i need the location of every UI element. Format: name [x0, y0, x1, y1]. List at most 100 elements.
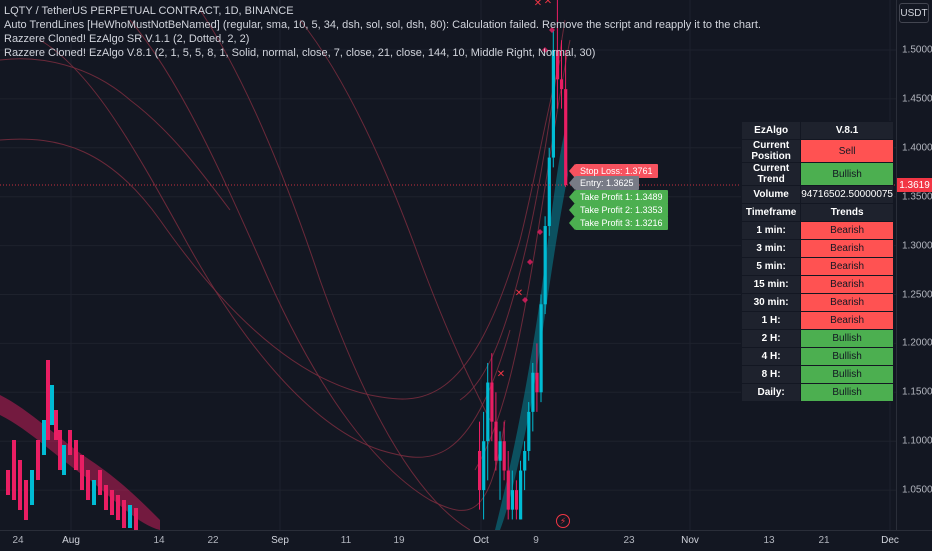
band-line — [199, 9, 471, 530]
price-axis[interactable]: 1.5000 1.4500 1.4000 1.3500 1.3000 1.2500 1.20… — [896, 0, 932, 530]
candle — [62, 445, 66, 475]
trends-header: Trends — [800, 203, 894, 222]
current-position-row: Current Position Sell — [740, 139, 894, 163]
diamond-marker-icon — [537, 229, 543, 235]
take-profit-2-label: Take Profit 2: 1.3353 — [569, 203, 668, 217]
volume-key: Volume — [740, 185, 802, 204]
price-tick-label: 1.1500 — [902, 386, 932, 398]
candle — [510, 490, 514, 510]
candle — [104, 485, 108, 510]
candle — [519, 470, 523, 520]
timeframe-key: 15 min: — [740, 275, 802, 294]
candle — [46, 360, 50, 440]
candle — [498, 441, 502, 461]
band-line — [0, 59, 561, 400]
timeframe-trend: Bearish — [800, 239, 894, 258]
candle — [36, 440, 40, 480]
timeframe-trend: Bearish — [800, 221, 894, 240]
timeframe-trend: Bearish — [800, 311, 894, 330]
timeframe-trend: Bullish — [800, 365, 894, 384]
price-tick-label: 1.4000 — [902, 142, 932, 154]
candle — [555, 50, 560, 80]
timeframe-row: 15 min: Bearish — [740, 275, 894, 294]
candle — [54, 410, 58, 440]
band-line — [459, 19, 566, 401]
candle — [24, 480, 28, 520]
candle — [543, 226, 547, 305]
timeframe-row: 2 H: Bullish — [740, 329, 894, 348]
entry-label: Entry: 1.3625 — [569, 176, 639, 190]
candle — [128, 505, 132, 528]
candle — [12, 440, 16, 500]
time-tick-label: Oct — [473, 535, 489, 546]
timeframe-key: 3 min: — [740, 239, 802, 258]
current-position-value: Sell — [800, 139, 894, 163]
sell-signal-icon: ✕ — [515, 288, 523, 299]
timeframe-header-row: Timeframe Trends — [740, 203, 894, 222]
timeframe-key: 1 H: — [740, 311, 802, 330]
timeframe-key: 1 min: — [740, 221, 802, 240]
candle — [564, 89, 568, 186]
timeframe-trend: Bearish — [800, 257, 894, 276]
timeframe-key: 2 H: — [740, 329, 802, 348]
candle — [122, 500, 126, 528]
bullish-cloud — [495, 130, 568, 530]
indicator-ezalgo-sr[interactable]: Razzere Cloned! EzAlgo SR V.1.1 (2, Dott… — [4, 33, 250, 45]
timeframe-key: 8 H: — [740, 365, 802, 384]
band-line — [474, 39, 571, 471]
sell-signal-icon: ✕ — [497, 369, 505, 380]
band-line — [39, 39, 511, 458]
last-price-tag: 1.3619 — [897, 178, 932, 192]
chart-canvas[interactable]: ✕✕✕ ✕ — [0, 0, 896, 530]
price-tick-label: 1.4500 — [902, 93, 932, 105]
candle — [74, 440, 78, 470]
price-tick-label: 1.3500 — [902, 191, 932, 203]
timeframe-row: 1 H: Bearish — [740, 311, 894, 330]
diamond-marker-icon — [527, 259, 533, 265]
candle — [494, 421, 498, 461]
candle — [478, 450, 482, 491]
candle — [547, 157, 551, 227]
diamond-marker-icon — [549, 27, 555, 33]
timeframe-trend: Bullish — [800, 383, 894, 402]
sell-signal-icon: ✕ — [534, 0, 542, 9]
time-tick-label: Aug — [62, 535, 80, 546]
currency-button[interactable]: USDT — [899, 3, 929, 23]
time-tick-label: Dec — [881, 535, 899, 546]
current-trend-value: Bullish — [800, 162, 894, 186]
time-tick-label: 22 — [207, 535, 219, 546]
time-axis[interactable]: 24 Aug 14 22 Sep 11 19 Oct 9 23 Nov 13 21 Dec — [0, 530, 932, 551]
candle — [539, 304, 543, 393]
chart-area[interactable]: ✕ ✕ ✕ ✕ — [0, 0, 896, 530]
candle — [6, 470, 10, 495]
candle — [42, 420, 46, 455]
time-tick-label: 19 — [393, 535, 405, 546]
stop-loss-label: Stop Loss: 1.3761 — [569, 164, 658, 178]
candle — [18, 460, 22, 510]
diamond-marker-icon — [542, 47, 548, 53]
timeframe-row: 4 H: Bullish — [740, 347, 894, 366]
candle — [30, 470, 34, 505]
candle — [560, 79, 564, 90]
time-tick-label: 13 — [763, 535, 775, 546]
timeframe-row: 1 min: Bearish — [740, 221, 894, 240]
time-tick-label: 23 — [623, 535, 635, 546]
candle — [80, 455, 84, 490]
candle — [506, 470, 510, 510]
current-trend-row: Current Trend Bullish — [740, 162, 894, 186]
indicator-auto-trendlines[interactable]: Auto TrendLines [HeWhoMustNotBeNamed] (r… — [4, 19, 761, 31]
candle — [98, 470, 102, 495]
sell-signal-icon: ✕ — [544, 0, 552, 7]
timeframe-row: 8 H: Bullish — [740, 365, 894, 384]
current-trend-key: Current Trend — [740, 162, 802, 186]
symbol-title[interactable]: LQTY / TetherUS PERPETUAL CONTRACT, 1D, … — [4, 5, 294, 17]
indicator-ezalgo[interactable]: Razzere Cloned! EzAlgo V.8.1 (2, 1, 5, 5… — [4, 47, 596, 59]
flash-icon[interactable]: ⚡ — [556, 514, 570, 528]
timeframe-header: Timeframe — [740, 203, 802, 222]
timeframe-row: Daily: Bullish — [740, 383, 894, 402]
timeframe-key: 5 min: — [740, 257, 802, 276]
volume-row: Volume 94716502.50000075 — [740, 185, 894, 204]
timeframe-trend: Bearish — [800, 275, 894, 294]
timeframe-key: 30 min: — [740, 293, 802, 312]
price-tick-label: 1.5000 — [902, 44, 932, 56]
